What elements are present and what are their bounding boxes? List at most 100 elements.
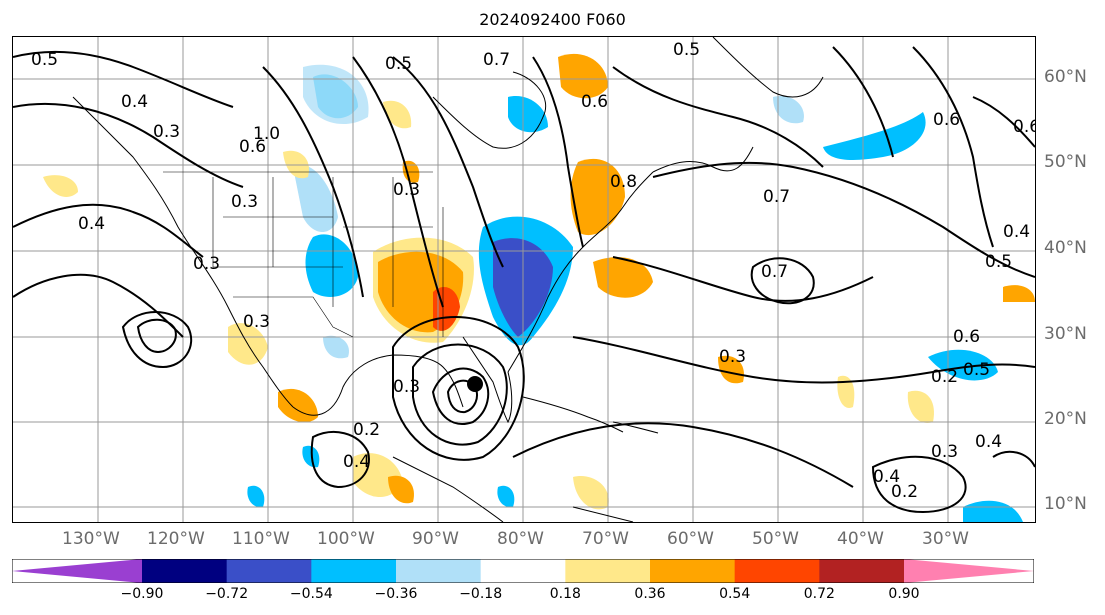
lat-label: 60°N: [1044, 67, 1087, 87]
shade-orange-mex-west: [278, 388, 318, 423]
shade-blue-sw-atl: [963, 500, 1023, 522]
contour-label: 0.6: [239, 137, 266, 157]
colorbar-tick-label: 0.18: [549, 586, 581, 602]
lon-label: 100°W: [317, 529, 375, 549]
contour-label: 0.5: [963, 360, 990, 380]
shade-blue-pacific: [247, 485, 265, 508]
map-svg: 0.5 0.4 0.3 1.0 0.6 0.3 0.4 0.3 0.3 0.3 …: [13, 37, 1035, 522]
storm-center-marker: [467, 376, 483, 392]
colorbar-tick-label: −0.72: [205, 586, 249, 602]
shading-layer: [43, 53, 1035, 522]
coast-central-am: [392, 456, 504, 522]
shade-orange-labrador: [558, 53, 608, 99]
contour-label: 0.2: [353, 420, 380, 440]
shade-orange-carib: [388, 475, 414, 504]
lat-label: 10°N: [1044, 494, 1087, 514]
coast-hispaniola: [612, 421, 659, 434]
colorbar-segment: [650, 559, 736, 583]
colorbar-tick-label: −0.54: [289, 586, 333, 602]
contour-label: 0.2: [931, 367, 958, 387]
coast-canada-east: [652, 146, 754, 173]
coast-cuba: [522, 396, 624, 433]
shade-yellow-hudson: [383, 100, 412, 129]
shade-lightblue-plains: [293, 165, 338, 232]
colorbar-tick-label: −0.36: [374, 586, 418, 602]
colorbar-segment: [565, 559, 651, 583]
lon-label: 130°W: [62, 529, 120, 549]
contour-label: 0.4: [121, 92, 148, 112]
map-panel[interactable]: 0.5 0.4 0.3 1.0 0.6 0.3 0.4 0.3 0.3 0.3 …: [12, 36, 1036, 523]
shade-yellow-atl-south: [837, 375, 855, 408]
colorbar-tick-label: 0.54: [719, 586, 751, 602]
contour-label: 0.3: [393, 180, 420, 200]
contour-label: 0.4: [873, 467, 900, 487]
contour-label: 0.7: [483, 50, 510, 70]
colorbar-segment: [226, 559, 312, 583]
contour-label: 0.3: [153, 122, 180, 142]
colorbar-extend-low: [12, 559, 142, 583]
shade-yellow-pacific-nw: [43, 175, 78, 197]
shade-blue-mexico: [302, 445, 320, 468]
shade-orange-atl-mid: [593, 257, 653, 298]
colorbar-segment: [142, 559, 228, 583]
contour-label: 1.0: [253, 124, 280, 144]
lon-label: 70°W: [582, 529, 629, 549]
shade-lightblue-atlantic: [773, 96, 804, 124]
contour-label: 0.3: [193, 254, 220, 274]
contour-label: 0.4: [343, 452, 370, 472]
lon-label: 30°W: [922, 529, 969, 549]
contour-label: 0.6: [1013, 117, 1035, 137]
contours: [13, 46, 1035, 514]
contour-label: 0.3: [243, 312, 270, 332]
shade-yellow-atl-east: [907, 390, 934, 423]
contour-label: 0.4: [1003, 222, 1030, 242]
contour-label: 0.6: [953, 327, 980, 347]
shade-blue-hudson: [508, 96, 548, 133]
lon-label: 40°W: [837, 529, 884, 549]
lat-label: 50°N: [1044, 152, 1087, 172]
lat-label: 40°N: [1044, 238, 1087, 258]
contour-label: 0.3: [231, 192, 258, 212]
colorbar: [12, 559, 1034, 583]
contour-label: 0.3: [393, 377, 420, 397]
shade-orange-azores: [1003, 285, 1035, 302]
contour-label: 0.4: [975, 432, 1002, 452]
shade-orange-mid-atl: [718, 355, 744, 384]
contour-label: 0.8: [610, 172, 637, 192]
lat-label: 30°N: [1044, 324, 1087, 344]
contour-label: 0.3: [931, 442, 958, 462]
coast-east-us: [507, 171, 654, 373]
political-borders: [163, 171, 444, 338]
contour-label: 0.5: [985, 252, 1012, 272]
colorbar-tick-label: 0.90: [888, 586, 920, 602]
contour-label: 0.6: [581, 92, 608, 112]
shade-orange-midwest: [402, 160, 420, 183]
coast-greenland: [712, 37, 824, 98]
colorbar-segments: [12, 559, 1034, 583]
shade-orange-ne: [570, 158, 625, 236]
colorbar-segment: [734, 559, 820, 583]
colorbar-extend-high: [904, 559, 1034, 583]
contour-label: 0.3: [719, 347, 746, 367]
lon-label: 80°W: [497, 529, 544, 549]
lon-label: 60°W: [667, 529, 714, 549]
shade-lightblue-gulf: [323, 335, 349, 359]
contour-label: 0.4: [78, 214, 105, 234]
coast-pacific-nw: [72, 96, 294, 408]
shade-lightblue-canada: [303, 64, 369, 125]
contour-label-layer: 0.5 0.4 0.3 1.0 0.6 0.3 0.4 0.3 0.3 0.3 …: [31, 40, 1035, 502]
lon-label: 120°W: [147, 529, 205, 549]
coast-hudson-bay: [432, 71, 547, 149]
map-title: 2024092400 F060: [479, 10, 626, 29]
contour-label: 0.6: [933, 110, 960, 130]
contour-label: 0.5: [31, 50, 58, 70]
colorbar-segment: [311, 559, 397, 583]
colorbar-tick-label: −0.18: [459, 586, 503, 602]
contour-label: 0.5: [385, 54, 412, 74]
shade-blue-carib: [497, 485, 515, 508]
shade-yellow-sw-carib: [573, 476, 609, 510]
colorbar-segment: [819, 559, 905, 583]
colorbar-segment: [396, 559, 482, 583]
contour-label: 0.7: [761, 262, 788, 282]
colorbar-tick-label: 0.36: [634, 586, 666, 602]
